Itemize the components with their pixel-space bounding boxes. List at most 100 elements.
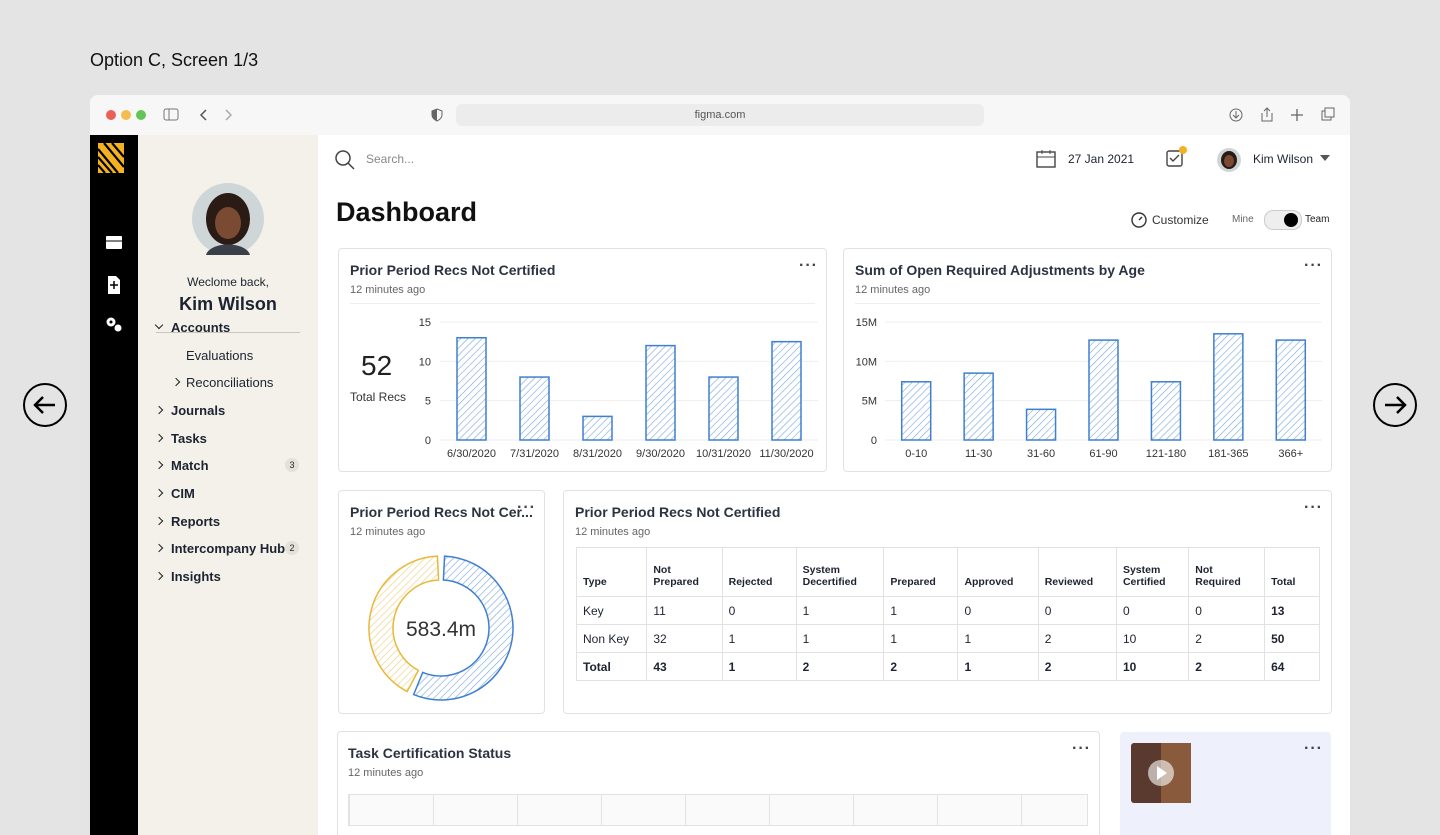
address-bar[interactable]: figma.com: [456, 104, 984, 126]
app-rail: [90, 135, 138, 835]
divider: [156, 332, 300, 333]
more-menu[interactable]: ···: [1072, 740, 1091, 757]
browser-controls[interactable]: [162, 107, 232, 123]
video-card: ···: [1120, 732, 1331, 835]
table-cell: 2: [1188, 624, 1266, 653]
search-icon: [335, 150, 355, 170]
table-cell: 1: [721, 624, 797, 653]
nav-item[interactable]: Journals: [171, 403, 226, 418]
table-cell: Total: [575, 652, 648, 681]
chevron: [154, 320, 164, 330]
chevron: [171, 377, 181, 387]
video-thumbnail[interactable]: [1131, 743, 1191, 803]
calendar-icon[interactable]: [1036, 149, 1056, 169]
column-header: System Certified: [1115, 547, 1190, 597]
user-avatar[interactable]: [1216, 147, 1242, 173]
table-cell: 0: [1037, 596, 1117, 625]
kpi-label: Total Recs: [350, 390, 407, 404]
column-header: Rejected: [721, 547, 797, 597]
table-cell: Key: [575, 596, 648, 625]
page-title: Dashboard: [336, 197, 478, 227]
column-header: Approved: [957, 547, 1039, 597]
close-button[interactable]: [106, 110, 116, 120]
updated: 12 minutes ago: [575, 526, 651, 538]
chevron: [154, 433, 164, 443]
card: Prior Period Recs Not Certified 12 minut…: [338, 248, 827, 472]
nav-item[interactable]: Reconciliations: [186, 375, 274, 390]
url: figma.com: [694, 109, 746, 121]
more-menu[interactable]: ···: [517, 499, 536, 516]
date: 27 Jan 2021: [1068, 152, 1135, 166]
column-header: Type: [575, 547, 648, 597]
updated: 12 minutes ago: [350, 526, 426, 538]
minimize-button[interactable]: [121, 110, 131, 120]
card: Prior Period Recs Not Cer... ··· 12 minu…: [338, 490, 545, 714]
more-menu[interactable]: ···: [1304, 257, 1323, 274]
table-cell: 0: [957, 596, 1039, 625]
user-menu[interactable]: Kim Wilson: [1253, 152, 1314, 166]
table-cell: 2: [883, 652, 959, 681]
shield-icon: [431, 108, 443, 122]
customize-icon[interactable]: [1130, 211, 1148, 229]
tasks-icon[interactable]: [1164, 145, 1188, 169]
table-row: Non Key 32 1 1 1 1 2 10 2 50: [575, 624, 1320, 653]
table-cell: 1: [883, 624, 959, 653]
prev-arrow[interactable]: [22, 382, 68, 428]
sidebar: Weclome back, Kim Wilson Accounts Evaluat…: [138, 135, 318, 835]
table-cell: 1: [721, 652, 797, 681]
badge: 3: [285, 458, 299, 472]
rail-icons[interactable]: [104, 233, 124, 333]
zoom-button[interactable]: [136, 110, 146, 120]
main: Search... 27 Jan 2021 Kim Wilson Dashboa…: [318, 135, 1350, 835]
table-cell: Non Key: [575, 624, 648, 653]
card-title: Prior Period Recs Not Certified: [575, 504, 781, 520]
more-menu[interactable]: ···: [1304, 740, 1323, 757]
column-header: Prepared: [883, 547, 959, 597]
browser-actions[interactable]: [1228, 107, 1338, 123]
nav-item[interactable]: Match: [171, 458, 209, 473]
nav-item[interactable]: CIM: [171, 486, 195, 501]
card-title: Task Certification Status: [348, 745, 512, 761]
card: Prior Period Recs Not Certified 12 minut…: [563, 490, 1332, 714]
divider: [855, 303, 1320, 304]
nav-item[interactable]: Reports: [171, 514, 221, 529]
chevron: [154, 488, 164, 498]
nav-item[interactable]: Insights: [171, 569, 221, 584]
nav-item[interactable]: Evaluations: [186, 348, 254, 363]
table-cell: 0: [1188, 596, 1266, 625]
next-arrow[interactable]: [1372, 382, 1418, 428]
search-input[interactable]: Search...: [366, 152, 415, 166]
more-menu[interactable]: ···: [1304, 499, 1323, 516]
more-menu[interactable]: ···: [799, 257, 818, 274]
divider: [350, 303, 815, 304]
user-menu-caret[interactable]: [1320, 154, 1330, 162]
table-cell: 2: [1188, 652, 1266, 681]
toggle-label-team[interactable]: Team: [1305, 214, 1330, 225]
chevron: [154, 543, 164, 553]
toggle[interactable]: [1264, 210, 1302, 230]
table-cell: 2: [1037, 624, 1117, 653]
nav-item[interactable]: Intercompany Hub: [171, 541, 286, 556]
nav-item[interactable]: Accounts: [171, 320, 231, 335]
toggle-knob: [1284, 213, 1298, 227]
table-cell: 1: [795, 624, 885, 653]
table-cell: 1: [957, 624, 1039, 653]
table-cell: 0: [721, 596, 797, 625]
table-row: Total 43 1 2 2 1 2 10 2 64: [575, 652, 1320, 681]
table-cell: 10: [1115, 624, 1190, 653]
updated: 12 minutes ago: [855, 284, 931, 296]
table-cell: 2: [795, 652, 885, 681]
card-title: Prior Period Recs Not Certified: [350, 262, 556, 278]
table-cell: 11: [646, 596, 723, 625]
column-header: Not Prepared: [646, 547, 723, 597]
customize-button[interactable]: Customize: [1152, 213, 1209, 227]
card: Sum of Open Required Adjustments by Age …: [843, 248, 1332, 472]
browser-window: figma.com Weclome: [90, 95, 1350, 835]
table-cell: 50: [1264, 624, 1320, 653]
toggle-label-mine[interactable]: Mine: [1232, 214, 1254, 225]
task-table: [348, 794, 1088, 826]
nav-item[interactable]: Tasks: [171, 431, 207, 446]
table-cell: 43: [646, 652, 723, 681]
recs-table: Type Not Prepared Rejected System Decertifi…: [575, 547, 1320, 681]
chevron: [154, 460, 164, 470]
